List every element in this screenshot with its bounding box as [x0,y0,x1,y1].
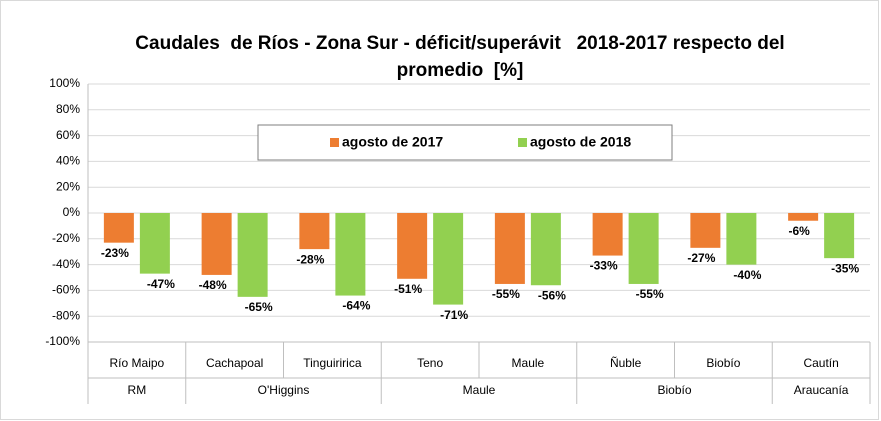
data-label: -23% [101,246,129,260]
y-tick-label: 80% [56,102,80,116]
bar [299,213,330,250]
legend-label: agosto de 2018 [530,134,631,150]
group-label: RM [128,383,147,397]
chart-title: Caudales de Ríos - Zona Sur - déficit/su… [135,33,790,81]
data-label: -65% [245,300,273,314]
data-label: -55% [492,287,520,301]
bar [530,213,561,286]
y-tick-label: -100% [45,334,80,348]
bar [726,213,757,265]
x-tick-label: Cautín [803,356,838,370]
y-tick-label: -20% [52,231,80,245]
bar [335,213,366,296]
bar [139,213,170,274]
x-tick-label: Tinguiririca [303,356,362,370]
bar [824,213,855,259]
bar [690,213,721,248]
group-label: Maule [463,383,496,397]
x-tick-label: Teno [417,356,443,370]
x-tick-label: Biobío [706,356,740,370]
y-tick-label: -80% [52,308,80,322]
bar [494,213,525,284]
group-label: Araucanía [794,383,849,397]
data-label: -6% [788,224,810,238]
data-label: -64% [342,299,370,313]
y-tick-label: -60% [52,283,80,297]
data-label: -33% [590,259,618,273]
data-label: -56% [538,288,566,302]
y-tick-label: 40% [56,154,80,168]
bar [397,213,428,279]
bar [201,213,232,275]
y-tick-label: 20% [56,179,80,193]
data-label: -47% [147,277,175,291]
legend-swatch [518,138,527,147]
legend-label: agosto de 2017 [342,134,443,150]
y-tick-label: 100% [49,76,80,90]
data-label: -51% [394,282,422,296]
x-tick-label: Ñuble [610,356,642,370]
data-label: -35% [831,261,859,275]
data-label: -40% [733,268,761,282]
group-label: O'Higgins [258,383,310,397]
data-label: -27% [687,251,715,265]
x-tick-label: Cachapoal [206,356,263,370]
x-tick-label: Río Maipo [110,356,165,370]
bar [433,213,464,305]
bar [237,213,268,297]
data-label: -55% [636,287,664,301]
bar [103,213,134,243]
bar [628,213,659,284]
data-label: -28% [296,252,324,266]
y-tick-label: -40% [52,257,80,271]
data-label: -48% [199,278,227,292]
legend-box [257,124,673,161]
bar [788,213,819,221]
bar [592,213,623,256]
legend-swatch [330,138,339,147]
y-tick-label: 60% [56,128,80,142]
data-label: -71% [440,308,468,322]
y-tick-label: 0% [63,205,81,219]
x-tick-label: Maule [512,356,545,370]
group-label: Biobío [657,383,691,397]
